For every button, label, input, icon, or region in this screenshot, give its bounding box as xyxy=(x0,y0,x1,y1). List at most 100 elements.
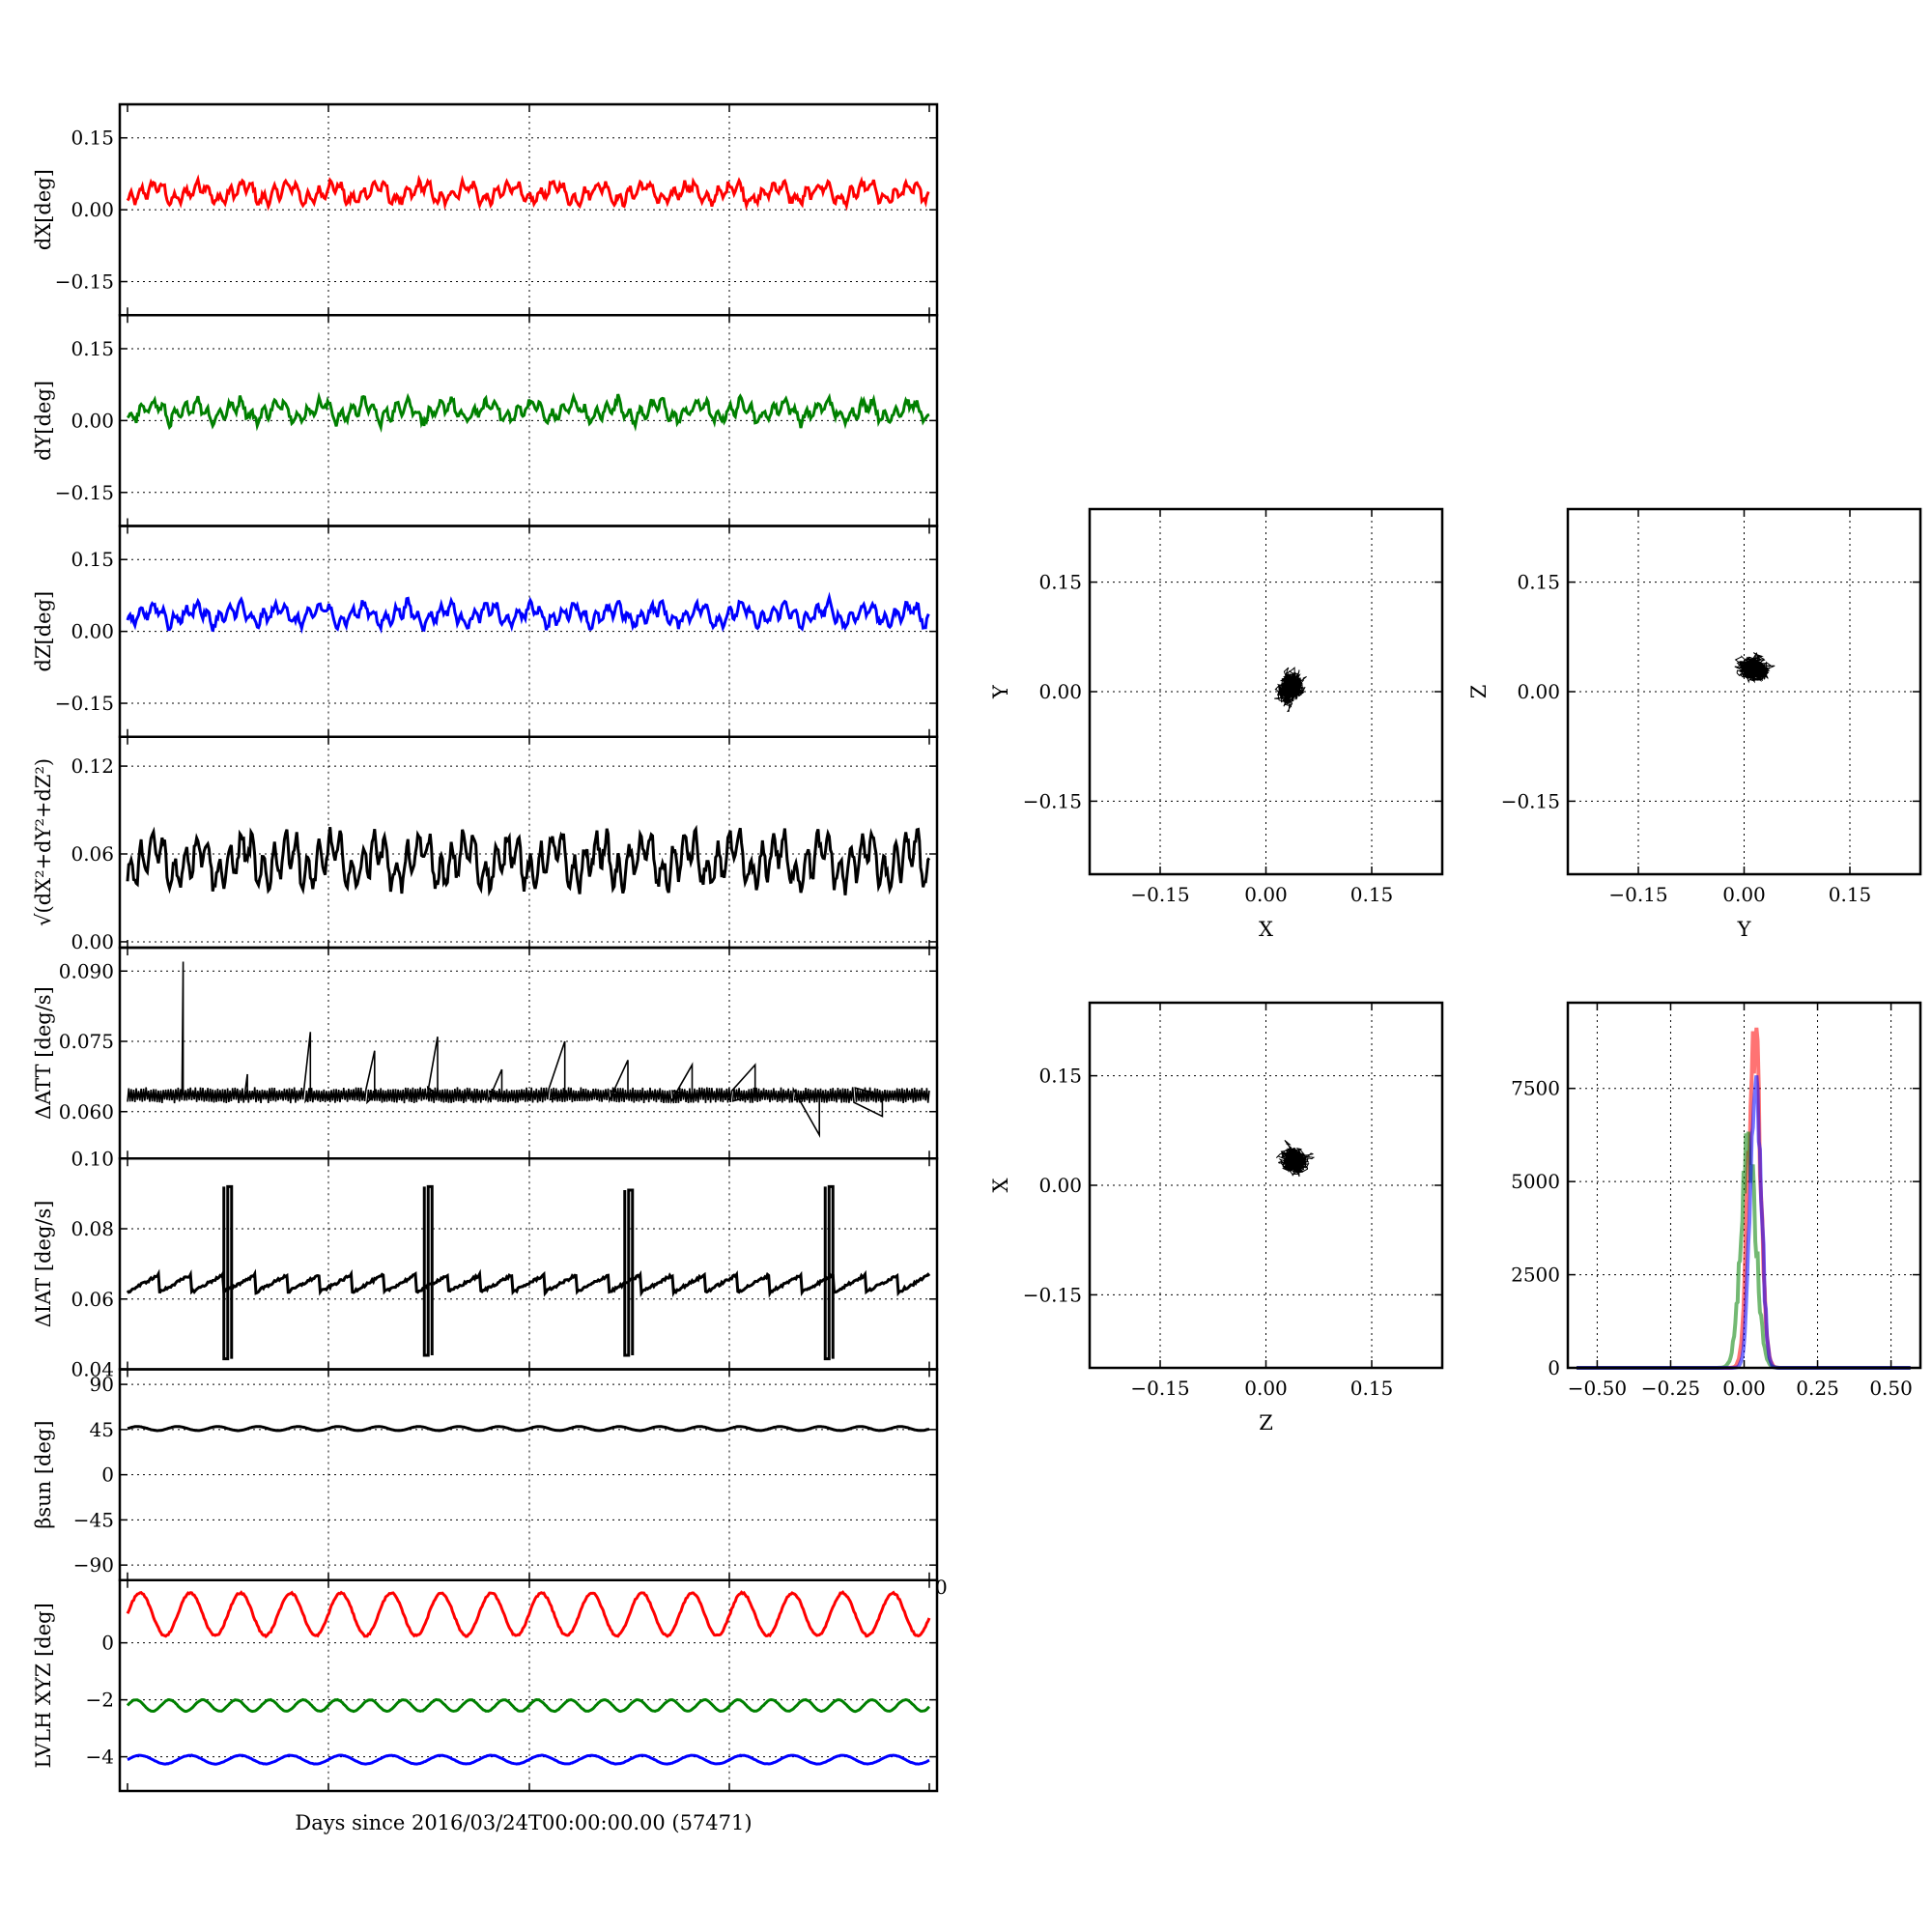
ytick-scatter_xy: 0.00 xyxy=(1038,680,1082,703)
ylabel-dx: dX[deg] xyxy=(32,169,55,250)
burst-3 xyxy=(623,1188,635,1357)
grid-scatter_zx xyxy=(1090,1003,1442,1368)
extra-tick-label: 0 xyxy=(935,1576,948,1599)
burst-4 xyxy=(823,1184,835,1361)
ytick-beta: −90 xyxy=(73,1553,114,1577)
xtick-scatter_xy: 0.00 xyxy=(1244,883,1288,906)
grid-histogram xyxy=(1568,1003,1920,1368)
xtick-scatter_zx: −0.15 xyxy=(1130,1377,1189,1400)
frame-norm xyxy=(118,735,939,950)
ytick-dy: 0.15 xyxy=(71,337,114,360)
series-lvlh-2 xyxy=(126,1697,931,1714)
panel-scatter_yz: −0.15 0.00 0.15 0.15 0.00 −0.15 Y Z xyxy=(1467,507,1922,941)
xtick-histogram: 0.00 xyxy=(1722,1377,1766,1400)
burst-2 xyxy=(422,1184,434,1357)
xtick-scatter_xy: 0.15 xyxy=(1350,883,1394,906)
ytick-scatter_xy: 0.15 xyxy=(1038,571,1082,594)
ylabel-scatter_xy: Y xyxy=(989,684,1012,699)
ylabel-dy: dY[deg] xyxy=(32,381,55,461)
ytick-lvlh: 0 xyxy=(101,1632,114,1655)
xtick-scatter_zx: 0.15 xyxy=(1350,1377,1394,1400)
panel-lvlh: 0 −2 −4 LVLH XYZ [deg] 0 Days since 2016/03/2… xyxy=(32,1576,948,1834)
ytick-beta: 90 xyxy=(90,1373,114,1396)
grid-att xyxy=(120,948,937,1159)
ytick-histogram: 2500 xyxy=(1511,1264,1560,1287)
series-dy xyxy=(126,391,930,434)
xtick-scatter_yz: −0.15 xyxy=(1608,883,1667,906)
grid-dx xyxy=(120,104,937,316)
series-att xyxy=(127,961,930,1139)
ylabel-beta: βsun [deg] xyxy=(32,1420,55,1528)
series-norm xyxy=(126,824,931,897)
ylabel-lvlh: LVLH XYZ [deg] xyxy=(32,1603,55,1768)
ytick-dz: 0.00 xyxy=(71,620,114,643)
xtick-scatter_yz: 0.00 xyxy=(1722,883,1766,906)
ytick-norm: 0.00 xyxy=(71,930,114,953)
ytick-iat: 0.06 xyxy=(71,1288,114,1311)
frame-lvlh xyxy=(118,1578,939,1793)
ytick-dx: 0.00 xyxy=(71,198,114,221)
ylabel-iat: ΔIAT [deg/s] xyxy=(32,1201,55,1328)
burst-1 xyxy=(222,1184,234,1361)
series-beta xyxy=(127,1425,930,1433)
grid-scatter_xy xyxy=(1090,509,1442,874)
ytick-att: 0.060 xyxy=(59,1100,114,1123)
ytick-iat: 0.04 xyxy=(71,1358,114,1381)
ytick-dx: 0.15 xyxy=(71,127,114,150)
ytick-histogram: 7500 xyxy=(1511,1077,1560,1100)
ylabel-scatter_zx: X xyxy=(989,1178,1012,1192)
xtick-histogram: −0.50 xyxy=(1568,1377,1627,1400)
ytick-beta: −45 xyxy=(73,1508,114,1531)
grid-beta xyxy=(120,1369,937,1580)
ytick-dy: 0.00 xyxy=(71,409,114,432)
xtick-scatter_xy: −0.15 xyxy=(1130,883,1189,906)
xtick-histogram: 0.25 xyxy=(1796,1377,1839,1400)
grid-iat xyxy=(120,1158,937,1370)
series-lvlh-1 xyxy=(126,1590,931,1639)
ytick-beta: 45 xyxy=(90,1418,114,1441)
xlabel-time: Days since 2016/03/24T00:00:00.00 (57471… xyxy=(295,1811,752,1834)
ytick-scatter_yz: −0.15 xyxy=(1501,789,1560,812)
scatter-trace-scatter_yz xyxy=(1734,652,1776,684)
ytick-scatter_yz: 0.00 xyxy=(1517,680,1560,703)
ytick-beta: 0 xyxy=(101,1463,114,1487)
xlabel-scatter_xy: X xyxy=(1259,918,1273,941)
grid-scatter_yz xyxy=(1568,509,1920,874)
grid-dz xyxy=(120,526,937,737)
grid-norm xyxy=(120,736,937,948)
scatter-trace-scatter_xy xyxy=(1274,667,1307,713)
series-lvlh-3 xyxy=(127,1753,930,1766)
ytick-scatter_xy: −0.15 xyxy=(1023,789,1082,812)
ytick-lvlh: −2 xyxy=(86,1689,114,1712)
ytick-att: 0.075 xyxy=(59,1030,114,1053)
ytick-iat: 0.08 xyxy=(71,1217,114,1240)
xlabel-scatter_yz: Y xyxy=(1737,918,1752,941)
panel-scatter_xy: −0.15 0.00 0.15 0.15 0.00 −0.15 X Y xyxy=(989,507,1444,941)
xtick-scatter_zx: 0.00 xyxy=(1244,1377,1288,1400)
ytick-scatter_zx: −0.15 xyxy=(1023,1283,1082,1306)
ytick-dy: −0.15 xyxy=(55,481,114,504)
ytick-scatter_zx: 0.00 xyxy=(1038,1174,1082,1197)
ytick-dz: −0.15 xyxy=(55,692,114,715)
ylabel-att: ΔATT [deg/s] xyxy=(32,986,55,1120)
ytick-dz: 0.15 xyxy=(71,548,114,571)
xlabel-scatter_zx: Z xyxy=(1259,1411,1273,1435)
panel-norm: 0.12 0.06 0.00 √(dX²+dY²+dZ²) xyxy=(32,735,939,953)
series-iat xyxy=(126,1268,931,1298)
ytick-histogram: 5000 xyxy=(1511,1170,1560,1193)
frame-iat xyxy=(118,1157,939,1371)
ylabel-scatter_yz: Z xyxy=(1467,685,1491,699)
xtick-histogram: 0.50 xyxy=(1869,1377,1913,1400)
grid-dy xyxy=(120,315,937,526)
panel-iat: 0.10 0.08 0.06 0.04 ΔIAT [deg/s] xyxy=(32,1147,939,1381)
ylabel-norm: √(dX²+dY²+dZ²) xyxy=(32,758,55,926)
ytick-norm: 0.12 xyxy=(71,754,114,778)
xtick-histogram: −0.25 xyxy=(1641,1377,1700,1400)
ylabel-dz: dZ[deg] xyxy=(32,591,55,672)
ytick-lvlh: −4 xyxy=(86,1746,114,1769)
